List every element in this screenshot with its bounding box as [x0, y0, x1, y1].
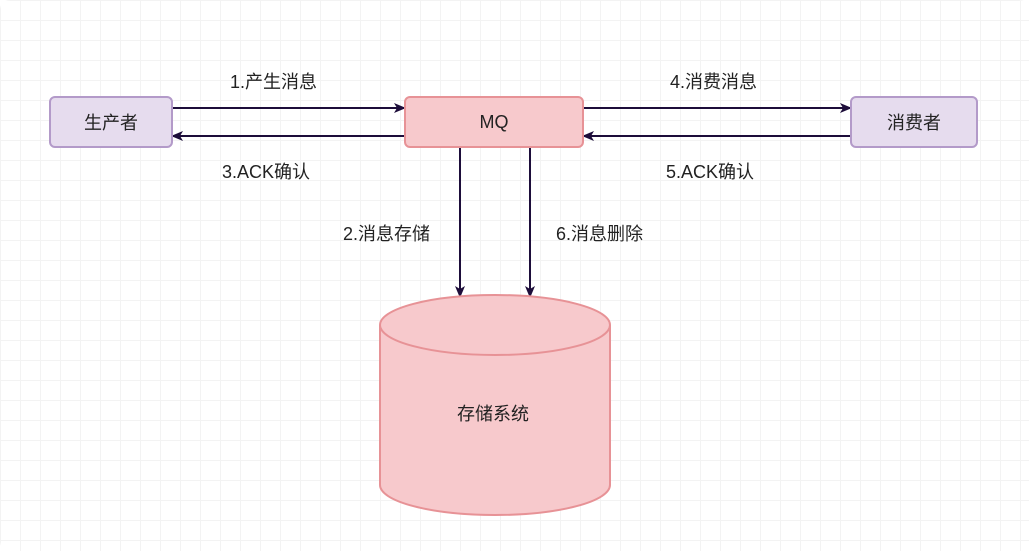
- edge-label-1: 1.产生消息: [230, 68, 317, 94]
- edge-label-2: 2.消息存储: [343, 220, 430, 246]
- edges-layer: [0, 0, 1029, 551]
- mq-label: MQ: [480, 112, 509, 133]
- edge-label-5: 5.ACK确认: [666, 158, 754, 184]
- diagram-canvas: 生产者 MQ 消费者 存储系统 1.产生消息 3.ACK确认 4.消费消息 5.…: [0, 0, 1029, 551]
- storage-label: 存储系统: [457, 400, 529, 426]
- edge-label-6: 6.消息删除: [556, 220, 643, 246]
- edge-label-4: 4.消费消息: [670, 68, 757, 94]
- consumer-label: 消费者: [887, 109, 941, 135]
- producer-node: 生产者: [49, 96, 173, 148]
- mq-node: MQ: [404, 96, 584, 148]
- producer-label: 生产者: [84, 109, 138, 135]
- edge-label-3: 3.ACK确认: [222, 158, 310, 184]
- consumer-node: 消费者: [850, 96, 978, 148]
